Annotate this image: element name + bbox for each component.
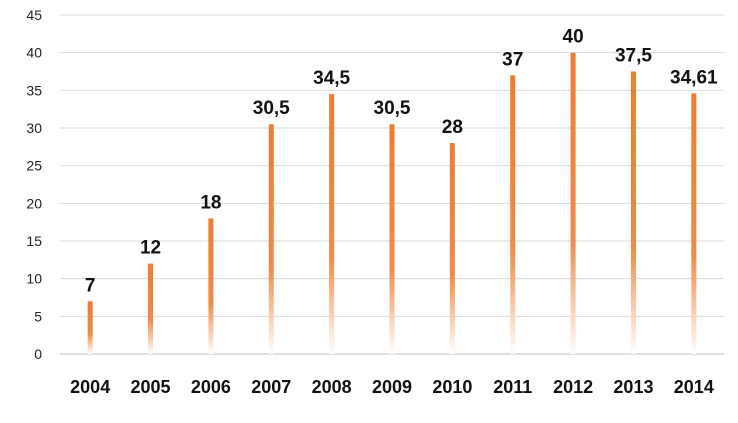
- y-tick-label: 25: [26, 158, 42, 174]
- x-tick-label-2011: 2011: [493, 377, 532, 397]
- data-label-2004: 7: [85, 275, 96, 296]
- x-axis-tick-labels: 2004 2005 2006 2007 2008 2009 2010 2011 2012 2013…: [70, 377, 714, 397]
- y-tick-label: 5: [34, 308, 42, 324]
- data-label-2011: 37: [502, 49, 523, 70]
- y-tick-label: 15: [26, 233, 42, 249]
- data-label-2007: 30,5: [253, 98, 290, 119]
- bar-2004: [87, 301, 93, 354]
- x-tick-label-2013: 2013: [613, 377, 653, 397]
- x-tick-label-2014: 2014: [674, 377, 714, 397]
- bar-2014: [691, 93, 697, 354]
- bar-2013: [630, 71, 636, 354]
- x-tick-label-2005: 2005: [131, 377, 171, 397]
- y-tick-label: 35: [26, 82, 42, 98]
- bar-2006: [208, 218, 214, 354]
- data-label-2010: 28: [442, 117, 463, 138]
- x-tick-label-2010: 2010: [432, 377, 472, 397]
- y-tick-label: 40: [26, 45, 42, 61]
- data-label-2013: 37,5: [615, 46, 652, 67]
- data-label-2006: 18: [200, 192, 221, 213]
- data-label-2012: 40: [563, 27, 584, 48]
- bar-2007: [268, 124, 274, 354]
- bar-2012: [570, 52, 576, 355]
- bars: [87, 52, 697, 355]
- y-tick-label: 45: [26, 7, 42, 23]
- data-label-2014: 34,61: [670, 67, 718, 88]
- x-tick-label-2004: 2004: [70, 377, 110, 397]
- bar-2009: [389, 124, 395, 354]
- data-label-2009: 30,5: [374, 98, 411, 119]
- x-tick-label-2008: 2008: [312, 377, 352, 397]
- y-tick-label: 30: [26, 120, 42, 136]
- y-axis-tick-labels: 0 5 10 15 20 25 30 35 40 45: [26, 7, 42, 362]
- x-tick-label-2012: 2012: [553, 377, 593, 397]
- data-labels: 7 12 18 30,5 34,5 30,5 28 37 40 37,5 34,61: [85, 27, 718, 297]
- x-tick-label-2009: 2009: [372, 377, 412, 397]
- data-label-2008: 34,5: [313, 68, 350, 89]
- y-tick-label: 20: [26, 195, 42, 211]
- x-tick-label-2007: 2007: [251, 377, 291, 397]
- data-label-2005: 12: [140, 238, 161, 259]
- bar-2005: [148, 263, 154, 354]
- bar-2008: [329, 94, 335, 354]
- bar-2010: [449, 143, 455, 354]
- bar-2011: [510, 75, 516, 355]
- y-tick-label: 0: [34, 346, 42, 362]
- y-tick-label: 10: [26, 271, 42, 287]
- x-tick-label-2006: 2006: [191, 377, 231, 397]
